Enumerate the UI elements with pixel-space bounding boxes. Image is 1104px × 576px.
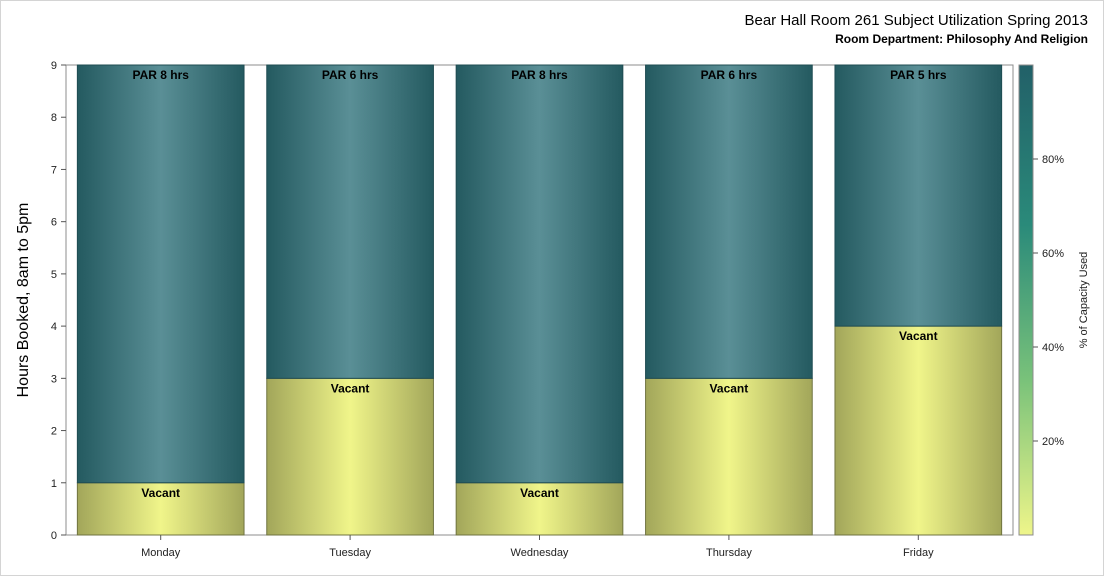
bar-vacant xyxy=(834,325,1003,536)
y-tick-label: 9 xyxy=(51,60,57,72)
x-tick-label: Wednesday xyxy=(511,547,569,559)
y-tick-label: 7 xyxy=(51,164,57,176)
y-tick-label: 6 xyxy=(51,217,57,229)
bar-vacant xyxy=(266,377,434,536)
colorbar-tick-label: 60% xyxy=(1042,248,1064,260)
colorbar-tick-label: 80% xyxy=(1042,154,1064,166)
colorbar-label: % of Capacity Used xyxy=(1078,252,1090,349)
bar-vacant xyxy=(455,482,624,536)
par-label: PAR 6 hrs xyxy=(322,68,379,82)
y-tick-label: 0 xyxy=(51,530,57,542)
par-label: PAR 5 hrs xyxy=(890,68,947,82)
colorbar-scale xyxy=(1018,64,1034,536)
title-block: Bear Hall Room 261 Subject Utilization S… xyxy=(744,12,1088,46)
bar-booked xyxy=(266,64,434,379)
y-tick-label: 1 xyxy=(51,478,57,490)
vacant-label: Vacant xyxy=(710,381,749,395)
x-tick-label: Thursday xyxy=(706,547,752,559)
vacant-label: Vacant xyxy=(331,381,370,395)
plot-area: 0 1 2 3 4 5 6 7 8 9 Vacant PAR 8 hrs Monday Vacant PAR… xyxy=(51,60,1014,559)
bar-booked xyxy=(76,64,245,484)
y-tick-label: 4 xyxy=(51,321,57,333)
y-tick-label: 5 xyxy=(51,269,57,281)
y-tick-label: 8 xyxy=(51,112,57,124)
chart-subtitle: Room Department: Philosophy And Religion xyxy=(835,32,1088,46)
vacant-label: Vacant xyxy=(899,329,938,343)
vacant-label: Vacant xyxy=(141,486,180,500)
par-label: PAR 8 hrs xyxy=(511,68,568,82)
colorbar: 20% 40% 60% 80% % of Capacity Used xyxy=(1018,64,1090,536)
chart-title: Bear Hall Room 261 Subject Utilization S… xyxy=(744,12,1088,29)
vacant-label: Vacant xyxy=(520,486,559,500)
x-tick-label: Friday xyxy=(903,547,934,559)
colorbar-tick-label: 20% xyxy=(1042,436,1064,448)
par-label: PAR 8 hrs xyxy=(132,68,189,82)
bar-booked xyxy=(455,64,624,484)
colorbar-tick-label: 40% xyxy=(1042,342,1064,354)
x-tick-label: Tuesday xyxy=(329,547,371,559)
bar-booked xyxy=(834,64,1003,327)
x-tick-label: Monday xyxy=(141,547,181,559)
bar-booked xyxy=(645,64,813,379)
bar-vacant xyxy=(645,377,813,536)
y-tick-label: 3 xyxy=(51,373,57,385)
par-label: PAR 6 hrs xyxy=(701,68,758,82)
y-tick-label: 2 xyxy=(51,426,57,438)
